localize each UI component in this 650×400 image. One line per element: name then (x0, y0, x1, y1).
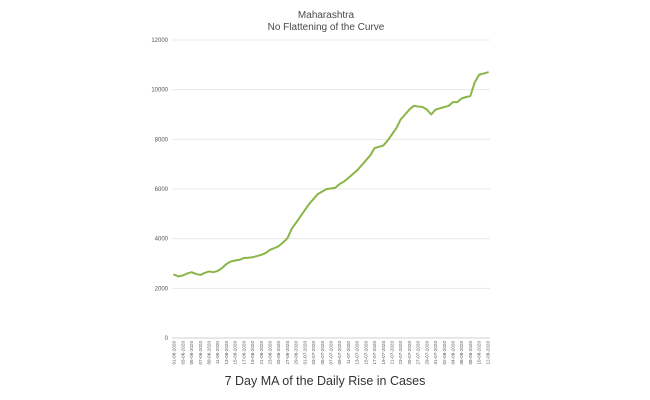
y-tick-label: 10000 (151, 88, 168, 94)
x-tick-label: 05-06-2020 (189, 341, 194, 365)
chart-subtitle: No Flattening of the Curve (268, 22, 385, 33)
y-tick-label: 4000 (155, 237, 169, 243)
y-tick-label: 0 (165, 336, 169, 342)
x-tick-label: 12-08-2020 (485, 341, 490, 365)
x-tick-label: 07-07-2020 (329, 341, 334, 365)
x-tick-label: 05-07-2020 (320, 341, 325, 365)
x-tick-label: 03-07-2020 (311, 341, 316, 365)
x-tick-label: 15-07-2020 (363, 341, 368, 365)
y-tick-label: 6000 (155, 187, 169, 193)
line-chart: Maharashtra No Flattening of the Curve 0… (151, 10, 491, 365)
x-axis-tick-labels: 01-06-2020 03-06-2020 05-06-2020 07-06-2020… (172, 341, 491, 365)
x-tick-label: 10-08-2020 (477, 341, 482, 365)
x-tick-label: 02-08-2020 (442, 341, 447, 365)
x-tick-label: 01-07-2020 (302, 341, 307, 365)
y-tick-label: 8000 (155, 137, 169, 143)
x-tick-label: 03-06-2020 (180, 341, 185, 365)
y-tick-label: 2000 (155, 286, 169, 292)
x-tick-label: 19-07-2020 (381, 341, 386, 365)
x-tick-label: 15-06-2020 (233, 341, 238, 365)
x-tick-label: 09-06-2020 (207, 341, 212, 365)
x-tick-label: 17-07-2020 (372, 341, 377, 365)
x-tick-label: 13-06-2020 (224, 341, 229, 365)
y-tick-label: 12000 (151, 38, 168, 44)
x-tick-label: 23-07-2020 (398, 341, 403, 365)
x-tick-label: 29-07-2020 (424, 341, 429, 365)
x-tick-label: 27-07-2020 (416, 341, 421, 365)
x-tick-label: 11-07-2020 (346, 341, 351, 365)
x-tick-label: 13-07-2020 (355, 341, 360, 365)
chart-caption: 7 Day MA of the Daily Rise in Cases (224, 374, 426, 388)
x-tick-label: 29-06-2020 (294, 341, 299, 365)
x-tick-label: 07-06-2020 (198, 341, 203, 365)
chart-title: Maharashtra (298, 10, 355, 21)
x-tick-label: 21-07-2020 (389, 341, 394, 365)
x-tick-label: 25-06-2020 (276, 341, 281, 365)
x-tick-label: 04-08-2020 (450, 341, 455, 365)
x-tick-label: 27-06-2020 (285, 341, 290, 365)
x-tick-label: 21-06-2020 (259, 341, 264, 365)
x-tick-label: 01-06-2020 (172, 341, 177, 365)
series-line (173, 71, 489, 278)
x-tick-label: 19-06-2020 (250, 341, 255, 365)
y-axis-tick-labels: 0 2000 4000 6000 8000 10000 12000 (151, 38, 168, 342)
x-tick-label: 08-08-2020 (468, 341, 473, 365)
x-tick-label: 09-07-2020 (337, 341, 342, 365)
x-tick-label: 25-07-2020 (407, 341, 412, 365)
x-tick-label: 23-06-2020 (268, 341, 273, 365)
x-tick-label: 11-06-2020 (215, 341, 220, 365)
gridlines (172, 39, 490, 289)
x-tick-label: 17-06-2020 (241, 341, 246, 365)
x-tick-label: 31-07-2020 (433, 341, 438, 365)
x-tick-label: 06-08-2020 (459, 341, 464, 365)
